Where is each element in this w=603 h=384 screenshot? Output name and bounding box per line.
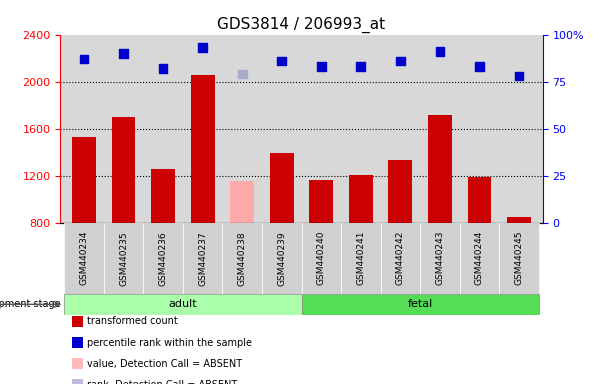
Point bbox=[119, 50, 128, 56]
Text: GSM440237: GSM440237 bbox=[198, 231, 207, 286]
Point bbox=[238, 71, 247, 77]
FancyBboxPatch shape bbox=[459, 223, 499, 294]
Point bbox=[79, 56, 89, 62]
Point bbox=[435, 48, 445, 55]
Text: GSM440241: GSM440241 bbox=[356, 231, 365, 285]
Text: rank, Detection Call = ABSENT: rank, Detection Call = ABSENT bbox=[87, 380, 238, 384]
FancyBboxPatch shape bbox=[144, 223, 183, 294]
FancyBboxPatch shape bbox=[104, 223, 144, 294]
FancyBboxPatch shape bbox=[499, 223, 538, 294]
Text: GSM440242: GSM440242 bbox=[396, 231, 405, 285]
Text: GSM440236: GSM440236 bbox=[159, 231, 168, 286]
Bar bbox=[388, 161, 412, 223]
Text: GSM440234: GSM440234 bbox=[80, 231, 89, 285]
Text: development stage: development stage bbox=[0, 299, 60, 310]
Bar bbox=[191, 74, 215, 223]
Point bbox=[317, 63, 326, 70]
FancyBboxPatch shape bbox=[65, 223, 104, 294]
Text: adult: adult bbox=[169, 299, 197, 310]
Bar bbox=[270, 153, 294, 223]
Bar bbox=[112, 117, 136, 223]
Point bbox=[277, 58, 286, 64]
Text: GSM440238: GSM440238 bbox=[238, 231, 247, 286]
Text: percentile rank within the sample: percentile rank within the sample bbox=[87, 338, 253, 348]
Text: GSM440243: GSM440243 bbox=[435, 231, 444, 285]
Point bbox=[396, 58, 405, 64]
Bar bbox=[65, 294, 302, 315]
Text: value, Detection Call = ABSENT: value, Detection Call = ABSENT bbox=[87, 359, 242, 369]
Text: transformed count: transformed count bbox=[87, 316, 178, 326]
Text: GSM440245: GSM440245 bbox=[514, 231, 523, 285]
FancyBboxPatch shape bbox=[302, 223, 341, 294]
Bar bbox=[467, 177, 491, 223]
Bar bbox=[72, 137, 96, 223]
Text: GSM440240: GSM440240 bbox=[317, 231, 326, 285]
Point bbox=[198, 45, 207, 51]
Text: fetal: fetal bbox=[408, 299, 433, 310]
FancyBboxPatch shape bbox=[420, 223, 459, 294]
Bar bbox=[309, 180, 333, 223]
Point bbox=[475, 63, 484, 70]
FancyBboxPatch shape bbox=[341, 223, 380, 294]
Text: GSM440235: GSM440235 bbox=[119, 231, 128, 286]
Bar bbox=[302, 294, 538, 315]
Bar bbox=[507, 217, 531, 223]
FancyBboxPatch shape bbox=[183, 223, 223, 294]
Bar bbox=[151, 169, 175, 223]
Point bbox=[514, 73, 524, 79]
Text: GSM440244: GSM440244 bbox=[475, 231, 484, 285]
Point bbox=[158, 65, 168, 71]
FancyBboxPatch shape bbox=[223, 223, 262, 294]
FancyBboxPatch shape bbox=[380, 223, 420, 294]
Text: GSM440239: GSM440239 bbox=[277, 231, 286, 286]
Bar bbox=[428, 114, 452, 223]
Bar bbox=[230, 181, 254, 223]
Bar bbox=[349, 174, 373, 223]
FancyBboxPatch shape bbox=[262, 223, 302, 294]
Point bbox=[356, 63, 365, 70]
Title: GDS3814 / 206993_at: GDS3814 / 206993_at bbox=[218, 17, 385, 33]
